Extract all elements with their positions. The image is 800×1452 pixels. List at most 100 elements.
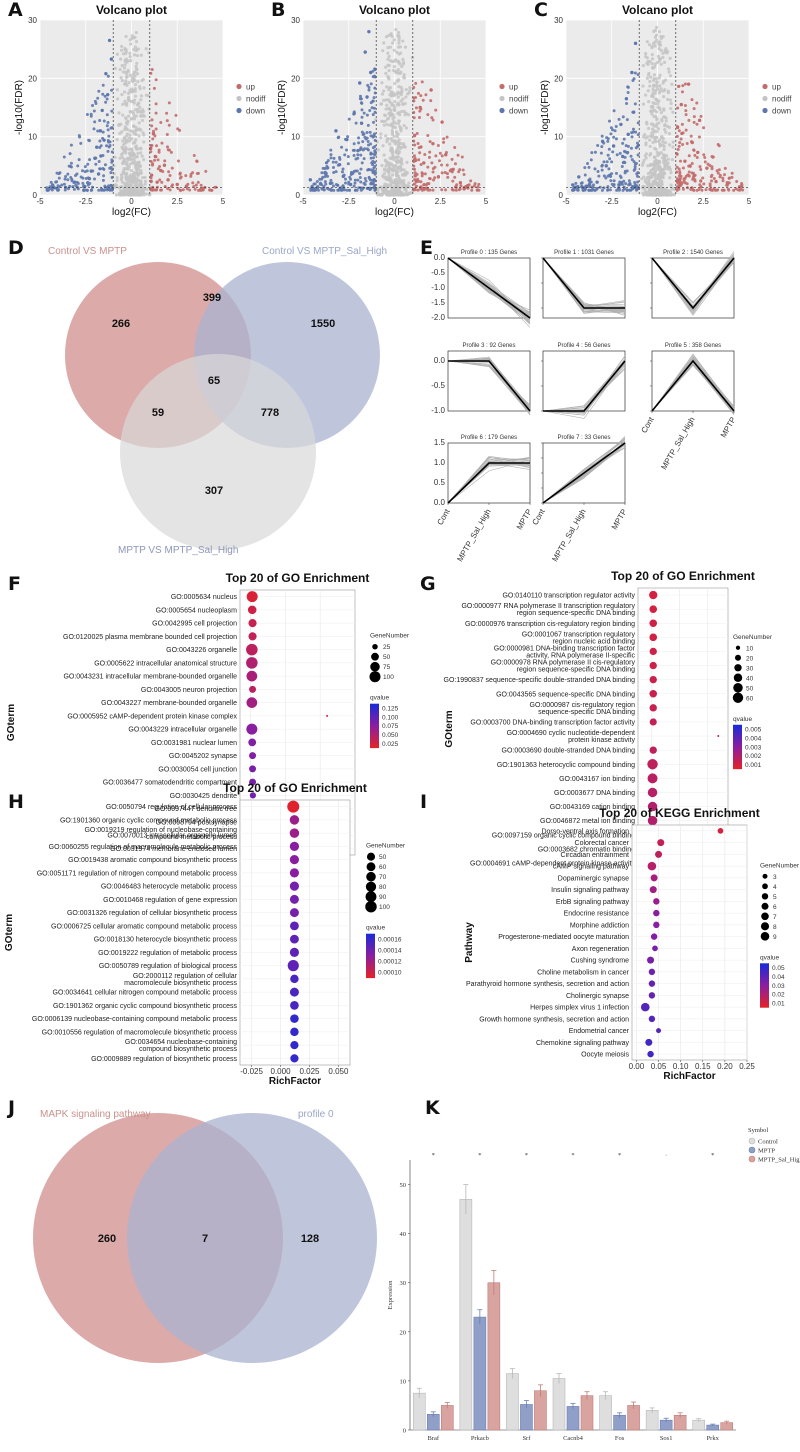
nodiff-point xyxy=(137,101,141,105)
down-point xyxy=(338,186,342,190)
bar-panel-k: K01020304050ExpressionBraf*Prkacb*Srf*Ca… xyxy=(387,1097,800,1442)
nodiff-point xyxy=(658,144,662,148)
nodiff-point xyxy=(670,186,674,190)
up-point xyxy=(196,188,200,192)
color-legend-step xyxy=(733,760,742,764)
y-tick-label: 10 xyxy=(554,133,563,142)
nodiff-point xyxy=(646,62,650,67)
term-label: GO:0036477 somatodendritic compartment xyxy=(103,780,237,787)
nodiff-point xyxy=(655,38,659,42)
color-legend-step xyxy=(760,987,769,990)
up-point xyxy=(413,171,417,175)
enrichment-dot xyxy=(289,894,299,904)
profile-y-tick: 0.0 xyxy=(434,253,446,262)
x-tick-label: -5 xyxy=(562,197,570,206)
profile-panel-e: E Profile 0 : 135 Genes0.0-0.5-1.0-1.5-2.… xyxy=(420,237,738,563)
up-point xyxy=(701,176,705,180)
category-label: Prkacb xyxy=(471,1435,489,1442)
y-tick-label: 20 xyxy=(400,1329,407,1336)
up-point xyxy=(189,172,193,176)
nodiff-point xyxy=(139,53,143,57)
nodiff-point xyxy=(657,99,661,103)
nodiff-point xyxy=(654,124,659,129)
nodiff-point xyxy=(659,62,663,66)
legend-label: up xyxy=(772,83,781,92)
enrichment-dot xyxy=(648,980,656,987)
up-point xyxy=(413,156,417,160)
color-legend-step xyxy=(760,985,769,988)
down-data-point xyxy=(633,41,638,46)
down-point xyxy=(575,188,579,192)
down-point xyxy=(586,161,590,165)
up-point xyxy=(154,102,158,106)
down-point xyxy=(624,182,628,186)
down-point xyxy=(600,134,604,138)
nodiff-point xyxy=(402,123,406,128)
enrichment-dot xyxy=(649,619,658,628)
y-axis-label: -log10(FDR) xyxy=(14,80,25,135)
y-axis-label: GOterm xyxy=(6,704,17,741)
down-point xyxy=(107,134,111,138)
nodiff-point xyxy=(393,100,397,104)
nodiff-point xyxy=(660,170,664,174)
legend-label: MPTP xyxy=(758,1148,775,1155)
up-point xyxy=(692,115,696,119)
color-legend-step xyxy=(733,756,742,760)
down-point xyxy=(76,182,80,186)
color-legend-step xyxy=(366,975,375,979)
profile-y-tick: 1.5 xyxy=(434,438,446,447)
term-label: GO:0005654 nucleoplasm xyxy=(156,607,237,614)
nodiff-point xyxy=(655,87,660,91)
up-point xyxy=(420,171,424,175)
nodiff-point xyxy=(668,176,672,180)
enrichment-dot xyxy=(289,987,299,997)
nodiff-point xyxy=(129,173,134,177)
profile-y-tick: -1.5 xyxy=(431,298,445,307)
term-label: Dopaminergic synapse xyxy=(558,875,629,882)
color-legend-step xyxy=(760,1005,769,1008)
up-point xyxy=(711,155,715,159)
down-point xyxy=(60,183,64,187)
nodiff-point xyxy=(387,171,391,175)
down-data-point xyxy=(630,70,634,75)
color-legend-step xyxy=(366,973,375,977)
up-point xyxy=(179,188,183,192)
nodiff-point xyxy=(397,38,401,42)
up-point xyxy=(683,103,687,107)
down-point xyxy=(332,188,336,192)
nodiff-point xyxy=(666,89,670,93)
enrichment-dot xyxy=(649,605,658,613)
nodiff-point xyxy=(142,140,146,144)
nodiff-point xyxy=(653,91,657,95)
color-legend-step xyxy=(370,739,379,743)
term-label: GO:1901363 heterocyclic compound binding xyxy=(497,762,635,769)
up-data-point xyxy=(696,150,700,155)
nodiff-point xyxy=(406,92,410,96)
nodiff-point xyxy=(394,130,398,134)
down-point xyxy=(571,183,575,187)
size-legend-label: 75 xyxy=(383,664,391,671)
down-point xyxy=(69,143,73,147)
up-point xyxy=(458,168,462,172)
down-point xyxy=(107,140,111,144)
volcano-panel-b: B Volcano plot-5 -2.5 0 2.5 50102030log2(FC)-… xyxy=(271,0,529,218)
size-legend-label: 4 xyxy=(773,884,777,891)
up-point xyxy=(683,82,687,86)
down-point xyxy=(320,177,324,181)
x-tick-label: 5 xyxy=(747,197,752,206)
enrichment-dot xyxy=(645,1038,653,1046)
up-point xyxy=(681,84,685,88)
nodiff-point xyxy=(652,41,656,46)
nodiff-point xyxy=(651,106,655,110)
nodiff-point xyxy=(409,191,413,195)
down-data-point xyxy=(89,169,93,173)
nodiff-point xyxy=(400,90,404,94)
color-legend-step xyxy=(733,764,742,768)
down-point xyxy=(633,71,637,75)
nodiff-point xyxy=(134,155,138,159)
up-point xyxy=(683,181,687,185)
nodiff-point xyxy=(403,113,407,117)
size-legend-dot xyxy=(733,673,743,683)
nodiff-point xyxy=(374,118,378,122)
panel-label-b: B xyxy=(271,0,285,21)
